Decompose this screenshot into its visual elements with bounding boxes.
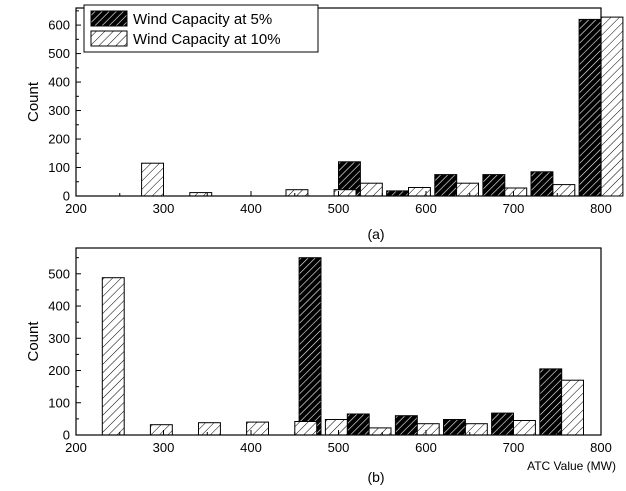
bar-b-s2-7 [416, 423, 440, 436]
y-tick-label-b-300: 300 [48, 331, 70, 346]
legend-label-10pct: Wind Capacity at 10% [133, 31, 281, 48]
bar-b-s2-6 [368, 427, 392, 436]
bar-b-s2-3 [246, 421, 270, 436]
x-tick-label-a-800: 800 [590, 201, 612, 216]
x-tick-label-b-700: 700 [503, 440, 525, 455]
x-tick-label-b-800: 800 [590, 440, 612, 455]
bar-a-s1-4 [530, 171, 554, 197]
bar-a-s2-4 [359, 182, 383, 197]
y-axis-title-b: Count [25, 321, 42, 362]
x-tick-label-b-400: 400 [240, 440, 262, 455]
x-axis-title-b: ATC Value (MW) [527, 459, 616, 473]
y-tick-label-b-0: 0 [63, 428, 70, 443]
panel-label-b: (b) [367, 469, 384, 485]
bar-b-s2-9 [513, 420, 536, 436]
x-tick-label-a-500: 500 [328, 201, 350, 216]
y-tick-label-a-500: 500 [48, 46, 70, 61]
y-tick-label-a-300: 300 [48, 103, 70, 118]
y-tick-label-b-500: 500 [48, 266, 70, 281]
y-tick-label-b-400: 400 [48, 299, 70, 314]
y-tick-label-a-400: 400 [48, 75, 70, 90]
chart-panel-a: 200 300 400 500 600 700 800 0 100 200 300 400 500 600… [25, 7, 624, 242]
x-tick-label-b-300: 300 [153, 440, 175, 455]
x-tick-label-b-600: 600 [415, 440, 437, 455]
y-tick-label-a-100: 100 [48, 160, 70, 175]
bar-b-s2-10 [561, 379, 584, 436]
y-tick-label-a-600: 600 [48, 18, 70, 33]
bar-b-s2-0 [101, 277, 125, 436]
x-tick-label-b-500: 500 [328, 440, 350, 455]
bar-b-s1-4 [491, 412, 515, 436]
bar-b-s1-3 [443, 419, 466, 436]
bar-b-s2-8 [464, 423, 488, 436]
bar-a-s2-8 [552, 184, 576, 197]
bar-a-s1-2 [434, 174, 458, 197]
bar-a-s2-7 [504, 187, 528, 197]
bar-b-s1-5 [539, 368, 563, 436]
bar-a-s1-5 [578, 18, 602, 197]
plot-area-b: 200 300 400 500 600 700 800 0 100 200 300 400 500 [48, 247, 612, 455]
axes-frame-b [75, 247, 602, 436]
y-tick-label-b-200: 200 [48, 363, 70, 378]
legend-swatch-10pct [90, 30, 128, 47]
bar-b-s2-5 [324, 419, 348, 436]
bar-b-s2-2 [198, 422, 221, 436]
legend-swatch-5pct [90, 10, 128, 27]
x-tick-label-a-300: 300 [153, 201, 175, 216]
y-tick-label-b-100: 100 [48, 395, 70, 410]
panel-label-a: (a) [367, 226, 384, 242]
bar-a-s2-9 [600, 16, 624, 197]
legend-label-5pct: Wind Capacity at 5% [133, 11, 272, 28]
bar-a-s1-1 [386, 190, 410, 197]
bar-a-s2-2 [285, 189, 309, 197]
x-tick-label-b-200: 200 [65, 440, 87, 455]
chart-panel-b: 200 300 400 500 600 700 800 0 100 200 300 400 500 Co… [25, 247, 616, 485]
bar-b-s1-0 [298, 257, 322, 436]
x-tick-label-a-700: 700 [503, 201, 525, 216]
y-axis-title-a: Count [25, 81, 42, 122]
plot-area-a: 200 300 400 500 600 700 800 0 100 200 300 400 500 600 [48, 7, 624, 216]
y-tick-label-a-200: 200 [48, 132, 70, 147]
bar-a-s2-3 [333, 189, 357, 197]
bar-b-s1-1 [346, 413, 370, 436]
x-tick-label-a-600: 600 [415, 201, 437, 216]
bar-b-s1-2 [394, 415, 418, 436]
bar-b-s2-1 [149, 424, 173, 436]
y-tick-label-a-0: 0 [63, 189, 70, 204]
bar-b-s2-4 [294, 421, 318, 436]
legend: Wind Capacity at 5% Wind Capacity at 10% [83, 4, 319, 53]
bar-a-s2-0 [141, 162, 165, 197]
bar-a-s1-3 [482, 174, 506, 197]
bar-a-s2-6 [456, 182, 480, 197]
x-tick-label-a-400: 400 [240, 201, 262, 216]
x-tick-label-a-200: 200 [65, 201, 87, 216]
bar-a-s2-5 [408, 187, 431, 197]
